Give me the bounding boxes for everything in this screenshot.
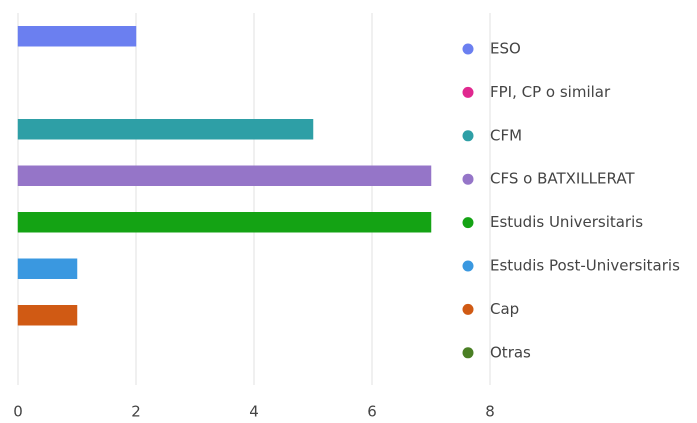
x-tick-label: 0 [13,403,23,421]
bar [17,119,314,140]
legend-label: ESO [490,40,521,58]
x-tick-label: 6 [367,403,377,421]
legend-marker [462,303,474,315]
bar [17,305,78,326]
legend-label: CFS o BATXILLERAT [490,170,635,188]
bar [17,26,137,47]
legend-marker [462,43,474,55]
legend-marker [462,86,474,98]
legend-label: Estudis Post-Universitaris [490,257,680,275]
legend-marker [462,217,474,229]
legend-label: Otras [490,343,531,361]
legend-label: Estudis Universitaris [490,213,643,231]
x-tick-label: 4 [249,403,259,421]
legend-label: Cap [490,300,519,318]
legend-label: CFM [490,126,522,144]
legend-marker [462,130,474,142]
legend-marker [462,173,474,185]
x-tick-label: 8 [485,403,495,421]
bar [17,212,432,233]
legend-label: FPI, CP o similar [490,83,611,101]
legend-marker [462,347,474,359]
legend-marker [462,260,474,272]
bar [17,165,432,186]
bar [17,258,78,279]
x-tick-label: 2 [131,403,141,421]
